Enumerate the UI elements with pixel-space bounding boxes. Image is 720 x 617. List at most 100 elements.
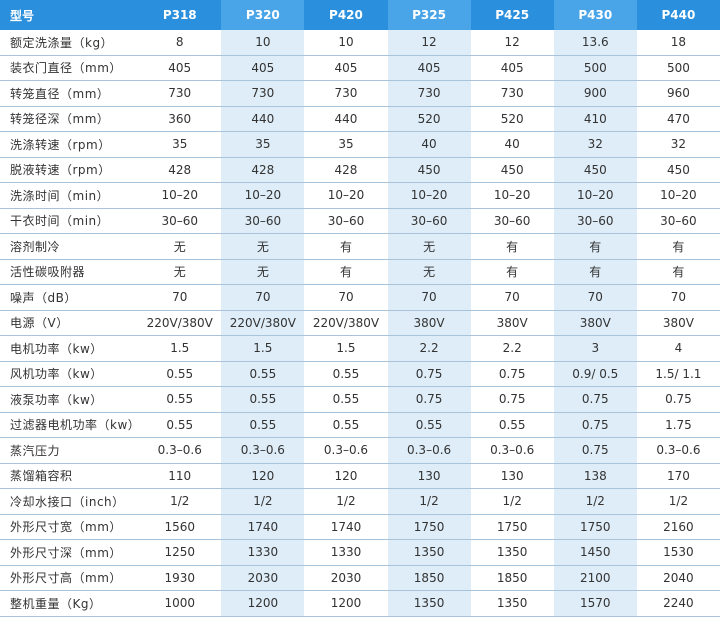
table-cell: 0.3–0.6 (387, 437, 471, 464)
table-cell: 380V (387, 310, 471, 336)
table-cell: 450 (636, 157, 720, 183)
table-cell: 30–60 (387, 208, 471, 234)
model-header: P320 (221, 0, 305, 30)
table-cell: 730 (138, 80, 222, 107)
table-cell: 1/2 (636, 488, 720, 515)
table-cell: 520 (387, 106, 471, 132)
table-cell: 12 (470, 30, 554, 56)
row-label: 蒸馏箱容积 (0, 463, 139, 489)
table-cell: 1250 (138, 539, 222, 566)
header-label: 型号 (0, 0, 139, 30)
table-cell: 无 (138, 233, 222, 260)
table-cell: 有 (304, 233, 388, 260)
table-cell: 3 (553, 335, 637, 362)
table-cell: 0.75 (553, 412, 637, 438)
table-cell: 35 (221, 131, 305, 158)
table-cell: 1350 (387, 590, 471, 617)
table-cell: 0.3–0.6 (138, 437, 222, 464)
row-label: 转笼直径（mm） (0, 80, 139, 107)
model-header: P425 (470, 0, 554, 30)
table-cell: 0.75 (470, 386, 554, 413)
table-cell: 1850 (470, 565, 554, 591)
table-cell: 0.75 (553, 386, 637, 413)
table-row: 洗涤时间（min） 10–20 10–20 10–20 10–20 10–20 10–20 1… (0, 182, 720, 209)
table-cell: 730 (221, 80, 305, 107)
table-cell: 138 (553, 463, 637, 489)
table-cell: 30–60 (138, 208, 222, 234)
table-cell: 10–20 (138, 182, 222, 209)
table-row: 过滤器电机功率（kw） 0.55 0.55 0.55 0.55 0.55 0.75 1.75 (0, 412, 720, 438)
table-row: 脱液转速（rpm） 428 428 428 450 450 450 450 (0, 157, 720, 183)
table-cell: 428 (138, 157, 222, 183)
model-header: P318 (138, 0, 222, 30)
table-cell: 10–20 (221, 182, 305, 209)
table-cell: 730 (387, 80, 471, 107)
row-label: 溶剂制冷 (0, 233, 139, 260)
table-row: 额定洗涤量（kg） 8 10 10 12 12 13.6 18 (0, 30, 720, 56)
table-cell: 405 (304, 55, 388, 81)
table-cell: 1530 (636, 539, 720, 566)
table-cell: 170 (636, 463, 720, 489)
table-cell: 380V (553, 310, 637, 336)
table-cell: 有 (304, 259, 388, 285)
table-cell: 450 (387, 157, 471, 183)
table-cell: 360 (138, 106, 222, 132)
table-row: 噪声（dB） 70 70 70 70 70 70 70 (0, 284, 720, 311)
table-cell: 1350 (470, 539, 554, 566)
row-label: 电源（V） (0, 310, 139, 336)
table-cell: 730 (304, 80, 388, 107)
row-label: 电机功率（kw） (0, 335, 139, 362)
row-label: 噪声（dB） (0, 284, 139, 311)
table-cell: 2240 (636, 590, 720, 617)
row-label: 外形尺寸高（mm） (0, 565, 139, 591)
table-row: 蒸汽压力 0.3–0.6 0.3–0.6 0.3–0.6 0.3–0.6 0.3–0.6 0… (0, 437, 720, 464)
table-cell: 0.55 (221, 412, 305, 438)
table-cell: 1330 (221, 539, 305, 566)
table-cell: 520 (470, 106, 554, 132)
table-row: 液泵功率（kw） 0.55 0.55 0.55 0.75 0.75 0.75 0.75 (0, 386, 720, 413)
table-cell: 无 (221, 259, 305, 285)
table-row: 洗涤转速（rpm） 35 35 35 40 40 32 32 (0, 131, 720, 158)
table-row: 蒸馏箱容积 110 120 120 130 130 138 170 (0, 463, 720, 489)
table-row: 外形尺寸深（mm） 1250 1330 1330 1350 1350 1450 1530 (0, 539, 720, 566)
table-cell: 10–20 (636, 182, 720, 209)
row-label: 洗涤时间（min） (0, 182, 139, 209)
table-cell: 0.55 (138, 386, 222, 413)
table-cell: 1.5 (221, 335, 305, 362)
table-cell: 1200 (221, 590, 305, 617)
table-cell: 0.3–0.6 (221, 437, 305, 464)
row-label: 外形尺寸宽（mm） (0, 514, 139, 540)
table-cell: 0.55 (221, 386, 305, 413)
table-cell: 2160 (636, 514, 720, 540)
row-label: 脱液转速（rpm） (0, 157, 139, 183)
table-cell: 0.75 (553, 437, 637, 464)
table-row: 干衣时间（min） 30–60 30–60 30–60 30–60 30–60 30–60 3… (0, 208, 720, 234)
table-row: 电机功率（kw） 1.5 1.5 1.5 2.2 2.2 3 4 (0, 335, 720, 362)
table-cell: 2030 (221, 565, 305, 591)
table-cell: 无 (138, 259, 222, 285)
model-header: P420 (304, 0, 388, 30)
table-cell: 730 (470, 80, 554, 107)
row-label: 风机功率（kw） (0, 361, 139, 387)
table-cell: 10–20 (304, 182, 388, 209)
table-cell: 无 (387, 233, 471, 260)
table-cell: 10 (221, 30, 305, 56)
table-cell: 1350 (387, 539, 471, 566)
table-cell: 70 (221, 284, 305, 311)
table-cell: 有 (553, 259, 637, 285)
table-cell: 1450 (553, 539, 637, 566)
table-cell: 130 (470, 463, 554, 489)
table-cell: 0.75 (470, 361, 554, 387)
row-label: 冷却水接口（inch） (0, 488, 139, 515)
table-cell: 有 (470, 233, 554, 260)
table-cell: 70 (636, 284, 720, 311)
table-cell: 10–20 (470, 182, 554, 209)
table-cell: 无 (387, 259, 471, 285)
table-cell: 10 (304, 30, 388, 56)
table-cell: 220V/380V (138, 310, 222, 336)
table-row: 冷却水接口（inch） 1/2 1/2 1/2 1/2 1/2 1/2 1/2 (0, 488, 720, 515)
table-cell: 1750 (553, 514, 637, 540)
row-label: 干衣时间（min） (0, 208, 139, 234)
table-cell: 405 (387, 55, 471, 81)
